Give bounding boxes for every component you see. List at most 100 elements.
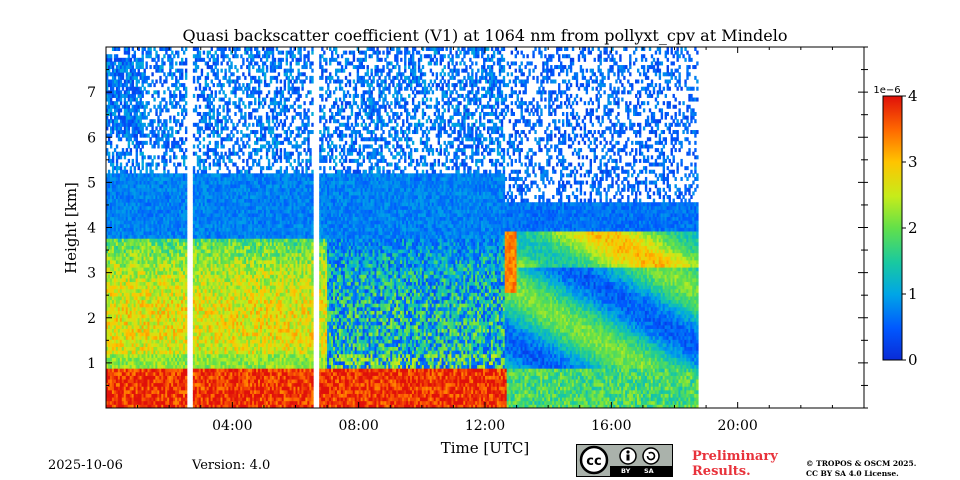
heatmap-cell [173, 382, 176, 387]
heatmap-cell [208, 119, 212, 124]
heatmap-cell [228, 361, 231, 366]
heatmap-cell [149, 281, 152, 286]
heatmap-cell [131, 332, 135, 337]
heatmap-cell [153, 400, 156, 405]
heatmap-cell [173, 361, 176, 366]
heatmap-cell [106, 397, 109, 402]
heatmap-cell [177, 213, 180, 218]
heatmap-cell [117, 353, 121, 358]
heatmap-cell [121, 231, 125, 236]
heatmap-cell [159, 332, 162, 337]
heatmap-cell [165, 191, 168, 196]
heatmap-cell [222, 115, 225, 120]
heatmap-cell [137, 252, 140, 257]
heatmap-cell [119, 321, 123, 326]
heatmap-cell [226, 252, 229, 257]
heatmap-cell [131, 382, 135, 387]
heatmap-cell [165, 375, 168, 380]
heatmap-cell [121, 317, 125, 322]
heatmap-cell [121, 68, 125, 73]
heatmap-cell [159, 321, 162, 326]
heatmap-cell [135, 368, 138, 373]
heatmap-cell [159, 184, 162, 189]
heatmap-cell [175, 292, 178, 297]
heatmap-cell [147, 404, 150, 408]
heatmap-cell [216, 249, 219, 254]
heatmap-cell [169, 379, 172, 384]
heatmap-cell [127, 324, 131, 329]
heatmap-cell [226, 324, 229, 329]
heatmap-cell [206, 296, 210, 301]
heatmap-cell [159, 173, 162, 178]
heatmap-cell [198, 238, 202, 243]
heatmap-cell [115, 126, 119, 131]
heatmap-cell [224, 382, 227, 387]
heatmap-cell [125, 231, 129, 236]
heatmap-cell [167, 220, 170, 225]
heatmap-cell [175, 375, 178, 380]
heatmap-cell [111, 155, 115, 160]
heatmap-cell [129, 238, 133, 243]
chart-title: Quasi backscatter coefficient (V1) at 10… [183, 26, 788, 45]
heatmap-cell [173, 205, 176, 210]
heatmap-cell [161, 122, 164, 127]
heatmap-cell [194, 292, 198, 297]
heatmap-cell [196, 364, 200, 369]
heatmap-cell [135, 111, 138, 116]
heatmap-cell [111, 75, 115, 80]
heatmap-cell [157, 90, 160, 95]
heatmap-cell [153, 324, 156, 329]
heatmap-cell [163, 364, 166, 369]
heatmap-cell [210, 371, 213, 376]
heatmap-cell [119, 57, 123, 62]
heatmap-cell [220, 213, 223, 218]
heatmap-cell [157, 379, 160, 384]
heatmap-cell [106, 389, 109, 394]
heatmap-cell [129, 97, 133, 102]
heatmap-cell [224, 122, 227, 127]
heatmap-cell [129, 343, 133, 348]
heatmap-cell [206, 209, 210, 214]
heatmap-cell [153, 144, 156, 149]
heatmap-cell [147, 234, 150, 239]
heatmap-cell [202, 144, 206, 149]
heatmap-cell [173, 140, 176, 145]
heatmap-cell [155, 317, 158, 322]
heatmap-cell [113, 310, 117, 315]
heatmap-cell [145, 75, 148, 80]
heatmap-cell [141, 339, 144, 344]
heatmap-cell [129, 216, 133, 221]
heatmap-cell [147, 267, 150, 272]
heatmap-cell [157, 296, 160, 301]
heatmap-cell [107, 223, 111, 228]
heatmap-cell [181, 252, 184, 257]
heatmap-cell [125, 220, 129, 225]
heatmap-cell [115, 306, 119, 311]
heatmap-cell [149, 238, 152, 243]
heatmap-cell [147, 299, 150, 304]
heatmap-cell [106, 176, 109, 181]
heatmap-cell [228, 317, 231, 322]
heatmap-cell [149, 162, 152, 167]
heatmap-cell [117, 122, 121, 127]
heatmap-cell [123, 176, 127, 181]
heatmap-cell [216, 343, 219, 348]
heatmap-cell [163, 173, 166, 178]
heatmap-cell [208, 104, 212, 109]
heatmap-cell [202, 267, 206, 272]
heatmap-cell [214, 162, 217, 167]
heatmap-cell [184, 288, 188, 293]
heatmap-cell [171, 101, 174, 106]
heatmap-cell [155, 404, 158, 408]
heatmap-cell [224, 68, 227, 73]
heatmap-cell [137, 299, 140, 304]
heatmap-cell [135, 57, 138, 62]
heatmap-cell [159, 389, 162, 394]
heatmap-cell [167, 263, 170, 268]
heatmap-cell [131, 213, 135, 218]
heatmap-cell [228, 151, 231, 156]
heatmap-cell [106, 343, 109, 348]
heatmap-cell [165, 108, 168, 113]
heatmap-cell [171, 227, 174, 232]
heatmap-cell [123, 202, 127, 207]
